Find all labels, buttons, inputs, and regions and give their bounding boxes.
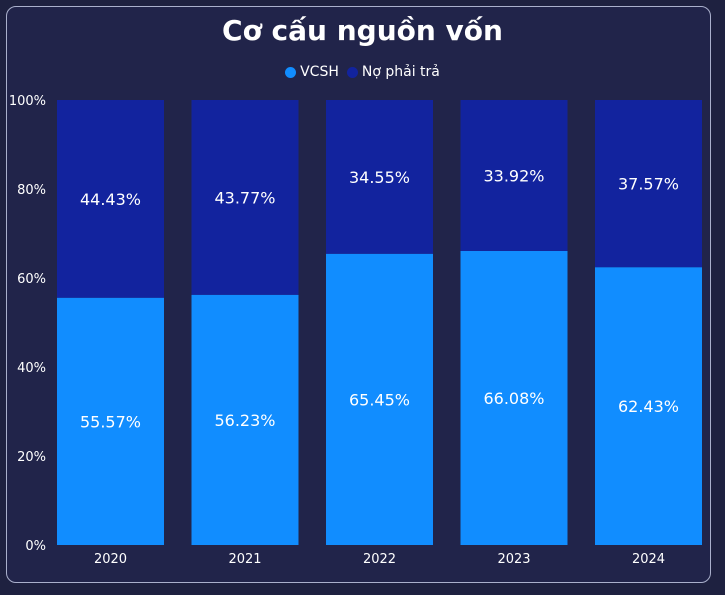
x-tick-label: 2024 xyxy=(632,552,665,567)
bar-segment-no-phai-tra[interactable] xyxy=(595,100,702,268)
bar-segment-vcsh[interactable] xyxy=(460,250,568,545)
chart-legend: VCSH Nợ phải trả xyxy=(0,64,725,80)
y-tick-label: 0% xyxy=(25,539,46,554)
y-tick-label: 80% xyxy=(17,183,46,198)
bar-segment-no-phai-tra[interactable] xyxy=(326,100,433,254)
bar-segment-vcsh[interactable] xyxy=(595,267,702,545)
bar-segment-no-phai-tra[interactable] xyxy=(191,100,299,295)
data-label: 65.45% xyxy=(349,390,410,409)
y-tick-label: 20% xyxy=(17,450,46,465)
bar-segment-vcsh[interactable] xyxy=(57,297,164,545)
data-label: 34.55% xyxy=(349,168,410,187)
data-label: 62.43% xyxy=(618,397,679,416)
x-tick-label: 2023 xyxy=(497,552,530,567)
x-tick-label: 2020 xyxy=(94,552,127,567)
data-label: 37.57% xyxy=(618,175,679,194)
data-label: 56.23% xyxy=(214,411,275,430)
bar-segment-no-phai-tra[interactable] xyxy=(460,100,568,251)
data-label: 33.92% xyxy=(483,166,544,185)
data-label: 44.43% xyxy=(80,190,141,209)
data-label: 43.77% xyxy=(214,188,275,207)
chart-title: Cơ cấu nguồn vốn xyxy=(222,14,503,47)
legend-label-vcsh: VCSH xyxy=(300,64,339,80)
x-tick-label: 2021 xyxy=(228,552,261,567)
y-tick-label: 40% xyxy=(17,361,46,376)
data-label: 55.57% xyxy=(80,412,141,431)
data-label: 66.08% xyxy=(483,389,544,408)
bar-segment-vcsh[interactable] xyxy=(326,253,433,545)
legend-item-vcsh[interactable]: VCSH xyxy=(285,64,339,80)
x-tick-label: 2022 xyxy=(363,552,396,567)
bar-segment-no-phai-tra[interactable] xyxy=(57,100,164,298)
y-tick-label: 60% xyxy=(17,272,46,287)
bar-segment-vcsh[interactable] xyxy=(191,294,299,545)
y-tick-label: 100% xyxy=(9,94,46,109)
legend-item-no-phai-tra[interactable]: Nợ phải trả xyxy=(346,64,440,80)
legend-label-no-phai-tra: Nợ phải trả xyxy=(361,64,440,80)
legend-swatch-no-phai-tra xyxy=(346,66,358,78)
legend-swatch-vcsh xyxy=(285,66,297,78)
